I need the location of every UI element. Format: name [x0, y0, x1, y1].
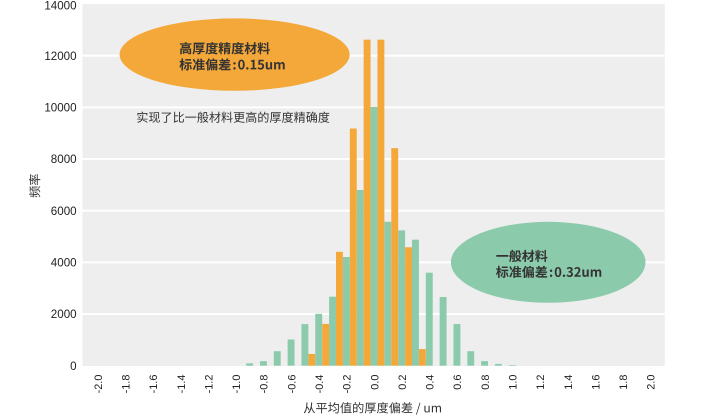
svg-text:1.8: 1.8: [618, 375, 630, 390]
svg-text:0.8: 0.8: [480, 375, 492, 390]
svg-text:-1.2: -1.2: [203, 375, 215, 394]
svg-text:-0.8: -0.8: [259, 375, 271, 394]
svg-text:8000: 8000: [51, 153, 77, 166]
svg-text:-0.6: -0.6: [286, 375, 298, 394]
svg-text:-1.6: -1.6: [148, 375, 160, 394]
svg-text:4000: 4000: [51, 257, 77, 270]
svg-text:0: 0: [70, 360, 76, 373]
svg-text:-0.2: -0.2: [342, 375, 354, 394]
svg-text:0.6: 0.6: [452, 375, 464, 390]
svg-text:2.0: 2.0: [646, 375, 658, 390]
svg-text:-1.8: -1.8: [121, 375, 133, 394]
svg-text:-1.0: -1.0: [231, 375, 243, 394]
svg-text:0.2: 0.2: [397, 375, 409, 390]
svg-text:6000: 6000: [51, 205, 77, 218]
svg-text:10000: 10000: [44, 102, 76, 115]
svg-text:-0.4: -0.4: [314, 375, 326, 394]
svg-text:-1.4: -1.4: [176, 375, 188, 394]
svg-text:0.4: 0.4: [425, 375, 437, 390]
svg-text:1.4: 1.4: [563, 375, 575, 390]
svg-text:14000: 14000: [44, 0, 76, 12]
svg-text:-2.0: -2.0: [93, 375, 105, 394]
svg-text:1.2: 1.2: [535, 375, 547, 390]
svg-text:1.0: 1.0: [508, 375, 520, 390]
svg-text:12000: 12000: [44, 50, 76, 63]
svg-text:0.0: 0.0: [369, 375, 381, 390]
svg-text:1.6: 1.6: [590, 375, 602, 390]
svg-text:2000: 2000: [51, 308, 77, 321]
